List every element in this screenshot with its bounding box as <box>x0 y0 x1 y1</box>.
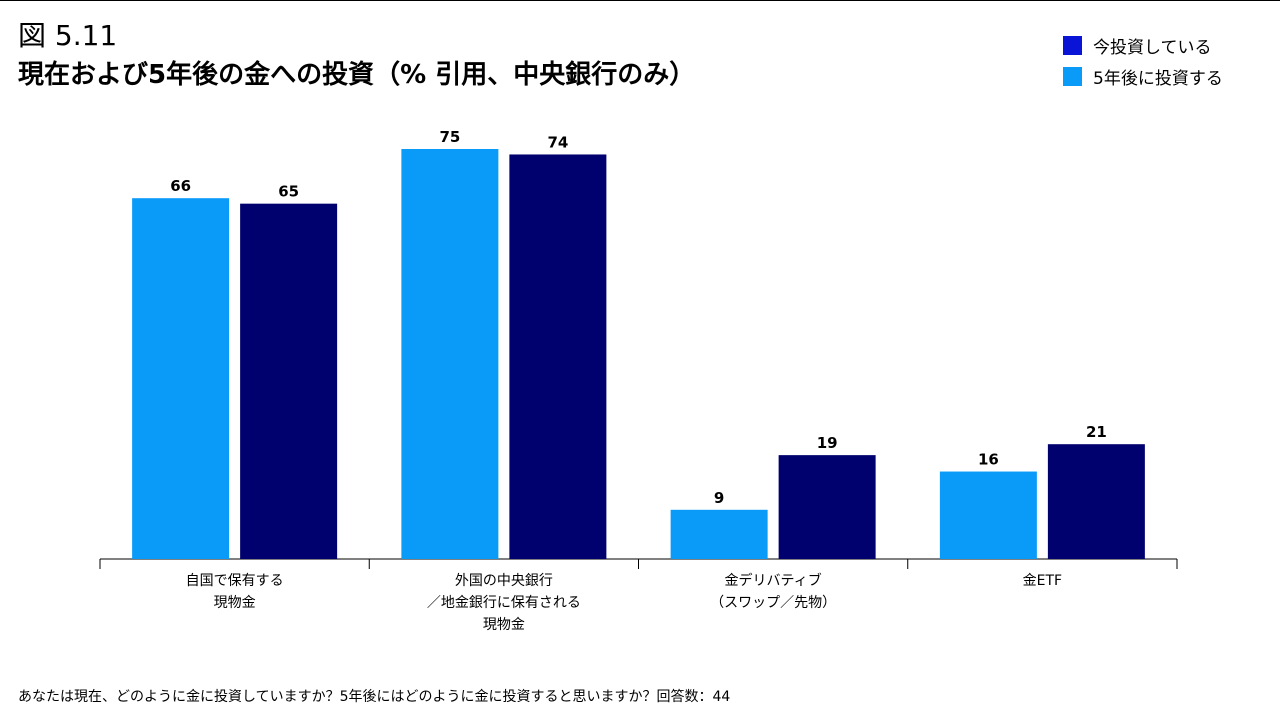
category-label: 外国の中央銀行 <box>455 573 553 589</box>
data-label: 21 <box>1086 423 1107 441</box>
bar <box>240 203 338 559</box>
figure-label: 図 5.11 <box>18 19 118 52</box>
category-label: 金デリバティブ <box>725 572 822 589</box>
category-label: ／地金銀行に保有される <box>427 595 581 611</box>
category-label: 自国で保有する <box>186 573 284 589</box>
category-label: 金ETF <box>1023 573 1062 589</box>
legend-swatch-five-years <box>1063 67 1082 86</box>
data-label: 16 <box>978 451 999 469</box>
bar <box>939 471 1037 559</box>
data-label: 75 <box>439 128 460 146</box>
data-label: 74 <box>547 133 568 151</box>
bar <box>132 198 230 559</box>
legend-swatch-current <box>1063 36 1082 55</box>
category-label: 現物金 <box>483 617 525 633</box>
legend: 今投資している 5年後に投資する <box>1063 30 1223 92</box>
bar <box>1047 444 1145 559</box>
top-rule <box>0 0 1280 1</box>
bar <box>778 455 876 559</box>
category-label: （スワップ／先物） <box>710 595 836 611</box>
bar <box>509 154 607 559</box>
bar <box>401 149 499 559</box>
bar <box>670 509 768 559</box>
data-label: 65 <box>278 183 299 201</box>
legend-label-current: 今投資している <box>1093 38 1212 58</box>
data-label: 19 <box>817 434 838 452</box>
category-label: 現物金 <box>214 595 256 611</box>
data-label: 66 <box>170 177 191 195</box>
legend-label-five-years: 5年後に投資する <box>1093 69 1223 89</box>
data-label: 9 <box>714 489 724 507</box>
footnote: あなたは現在、どのように金に投資していますか？5年後にはどのように金に投資すると… <box>18 689 731 705</box>
legend-item-current: 今投資している <box>1063 30 1223 61</box>
legend-item-five-years: 5年後に投資する <box>1063 61 1223 92</box>
chart-title: 現在および5年後の金への投資（% 引用、中央銀行のみ） <box>18 60 696 90</box>
